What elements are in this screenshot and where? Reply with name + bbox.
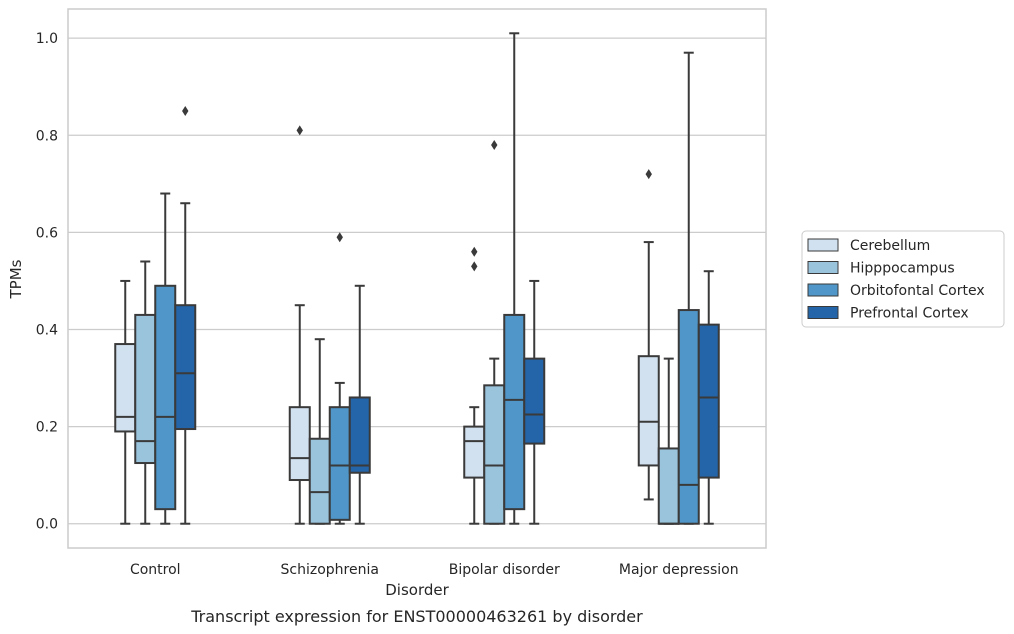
legend-swatch — [807, 283, 839, 297]
legend-frame — [801, 230, 1005, 328]
y-tick-label: 0.8 — [36, 128, 58, 144]
box-iqr — [154, 284, 177, 511]
y-tick-label: 0.4 — [36, 322, 58, 338]
box-iqr — [174, 304, 197, 431]
legend-swatch — [807, 238, 839, 252]
legend-label: Hipppocampus — [850, 261, 955, 277]
box-3-0 — [637, 169, 660, 501]
outlier-marker — [491, 139, 498, 150]
box-3-1 — [657, 357, 680, 525]
box-3-3 — [697, 270, 720, 525]
box-iqr — [483, 384, 506, 525]
y-axis-ticks: 0.0 0.2 0.4 0.6 0.8 1.0 — [36, 31, 58, 533]
box-0-1 — [134, 260, 157, 525]
y-tick-label: 0.0 — [36, 517, 58, 533]
box-2-1 — [483, 139, 506, 525]
x-axis-ticks: Control Schizophrenia Bipolar disorder Majo… — [130, 562, 739, 578]
box-1-0 — [288, 125, 311, 525]
x-tick-label: Schizophrenia — [281, 562, 379, 578]
box-1-2 — [328, 232, 351, 525]
plot-frame — [67, 8, 767, 549]
outlier-marker — [182, 105, 189, 116]
box-iqr — [697, 323, 720, 479]
box-iqr — [503, 313, 526, 511]
box-iqr — [523, 357, 546, 445]
x-tick-label: Control — [130, 562, 181, 578]
legend: Cerebellum Hipppocampus Orbitofontal Corte… — [801, 230, 1005, 328]
box-iqr — [308, 437, 331, 525]
outlier-marker — [645, 169, 652, 180]
outlier-marker — [336, 232, 343, 243]
box-iqr — [114, 343, 137, 433]
y-tick-label: 0.2 — [36, 420, 58, 436]
x-tick-label: Bipolar disorder — [449, 562, 560, 578]
legend-swatch — [807, 261, 839, 274]
box-iqr — [657, 447, 680, 525]
legend-swatch — [807, 306, 839, 319]
legend-label: Prefrontal Cortex — [850, 306, 969, 322]
box-2-2 — [503, 32, 526, 525]
box-0-0 — [114, 279, 137, 525]
box-iqr — [328, 406, 351, 521]
legend-label: Cerebellum — [850, 238, 930, 254]
box-iqr — [288, 406, 311, 482]
chart-caption: Transcript expression for ENST0000046326… — [190, 607, 643, 626]
box-0-3 — [174, 105, 197, 525]
box-3-2 — [677, 51, 700, 525]
box-iqr — [348, 396, 371, 474]
box-2-3 — [523, 279, 546, 525]
box-1-1 — [308, 338, 331, 525]
box-iqr — [463, 425, 486, 479]
outlier-marker — [471, 261, 478, 272]
y-tick-label: 1.0 — [36, 31, 58, 47]
outlier-marker — [296, 125, 303, 136]
box-iqr — [637, 355, 660, 467]
y-tick-label: 0.6 — [36, 225, 58, 241]
box-iqr — [677, 309, 700, 525]
box-1-3 — [348, 284, 371, 525]
y-axis-label: TPMs — [7, 259, 25, 299]
box-2-0 — [463, 246, 486, 525]
outlier-marker — [471, 246, 478, 257]
legend-label: Orbitofontal Cortex — [850, 283, 985, 299]
boxes-layer — [114, 32, 720, 525]
box-0-2 — [154, 192, 177, 525]
x-axis-label: Disorder — [385, 581, 449, 599]
x-tick-label: Major depression — [619, 562, 739, 578]
